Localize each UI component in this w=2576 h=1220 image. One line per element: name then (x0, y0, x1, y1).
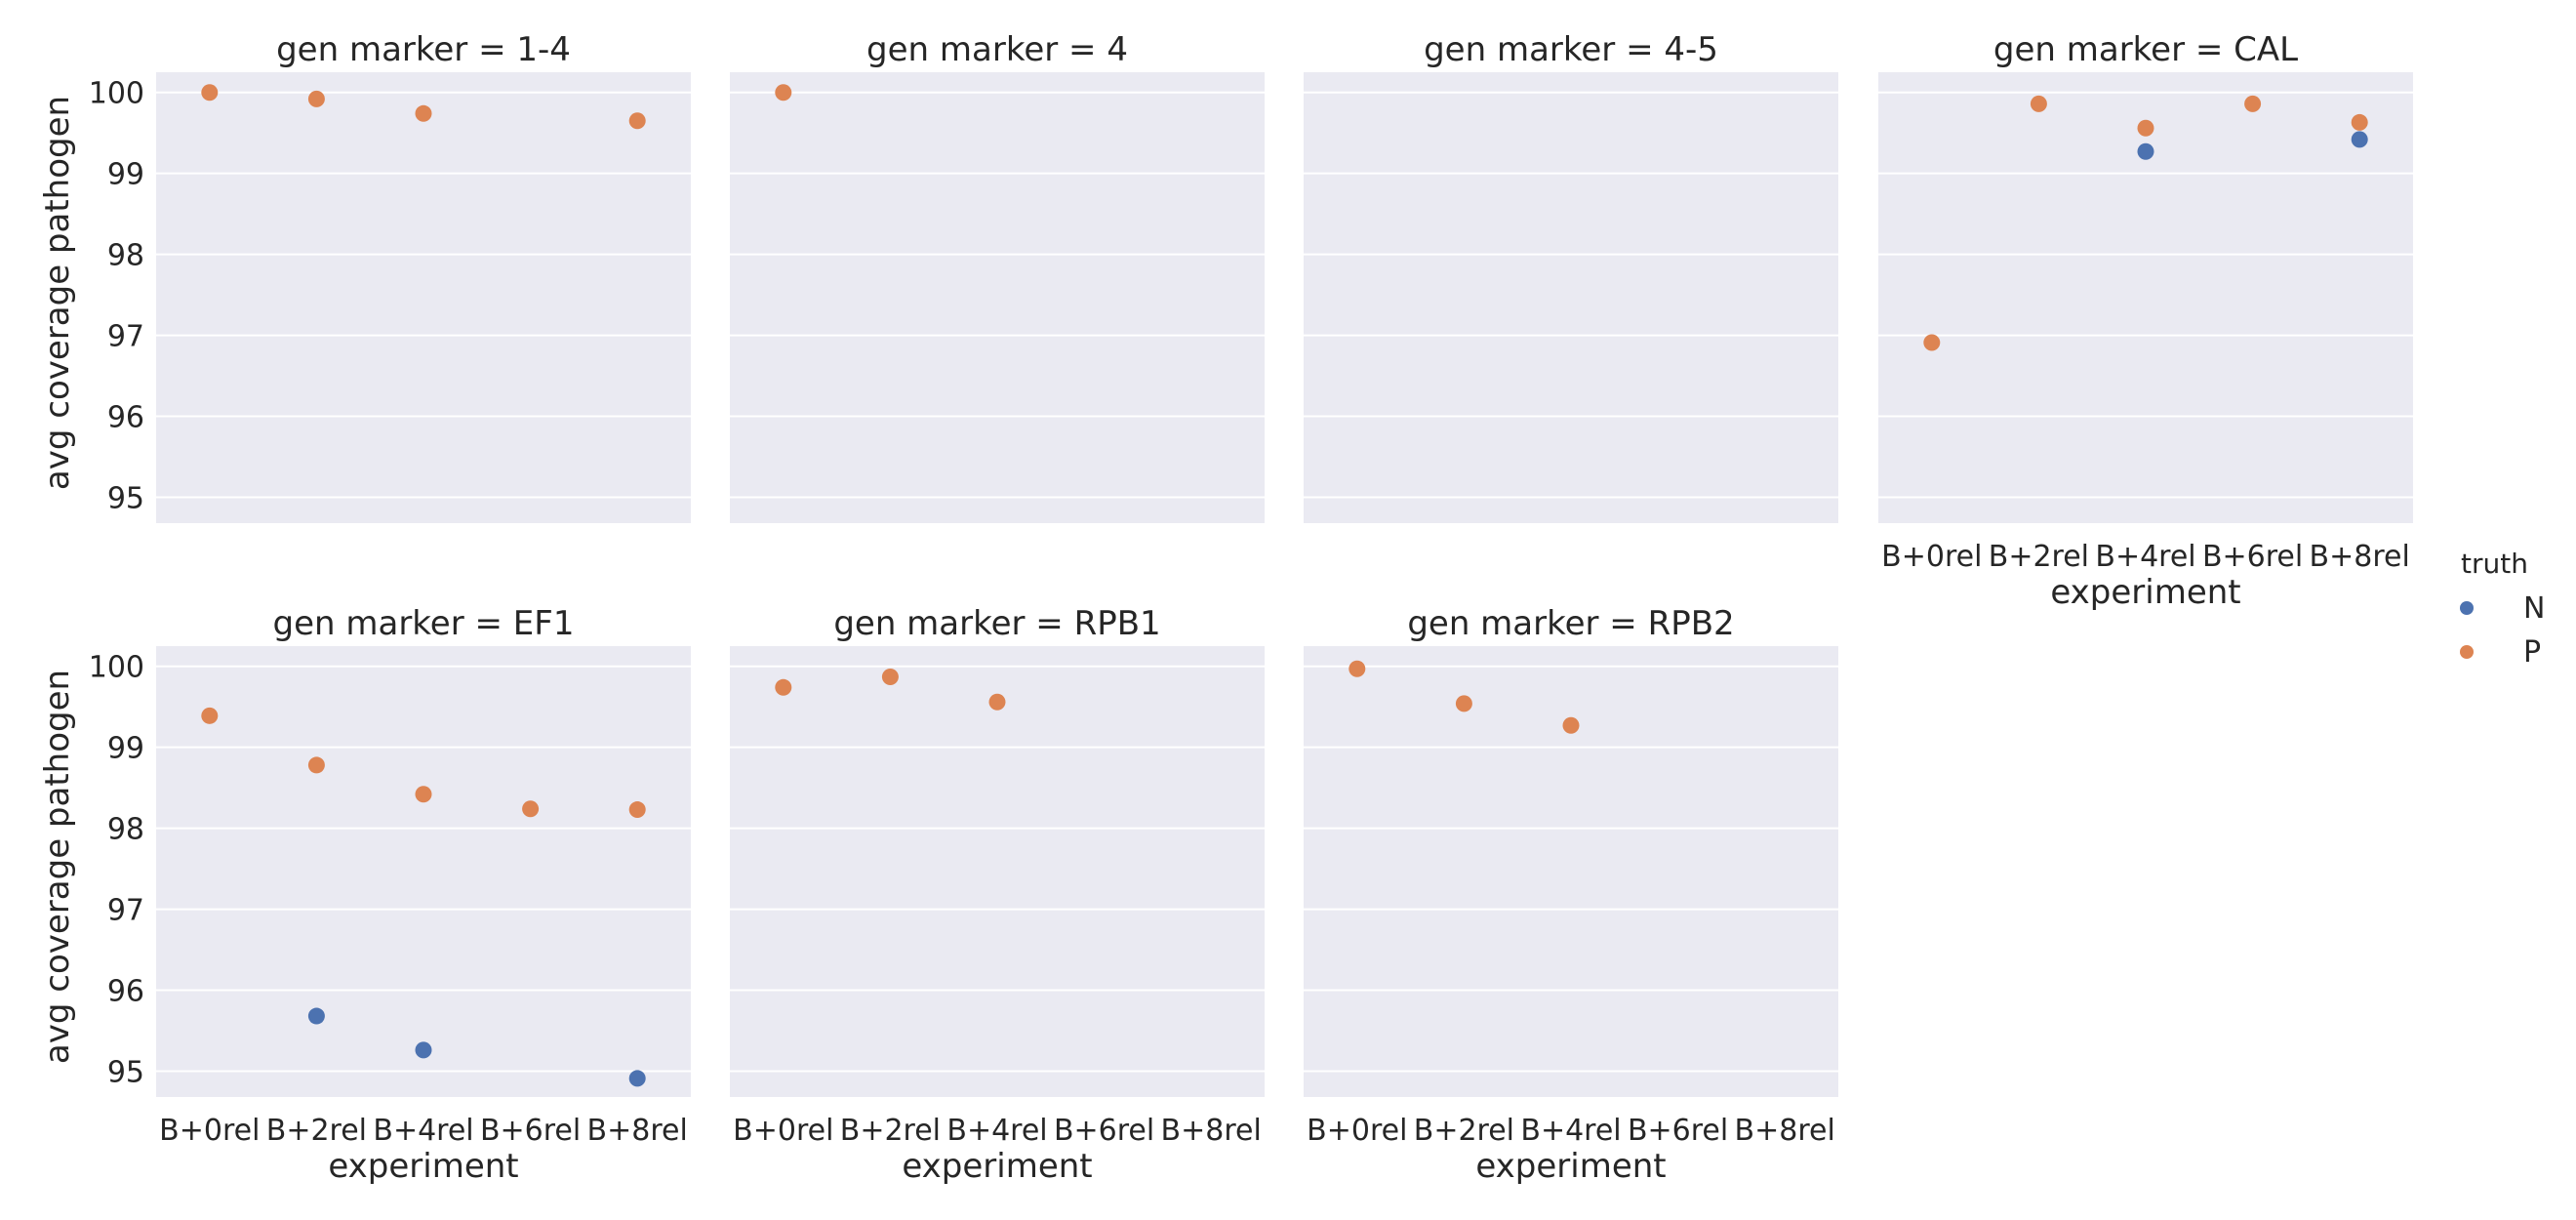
panel-background (156, 646, 691, 1097)
data-point-p (1562, 716, 1580, 734)
data-point-p (775, 84, 792, 102)
y-tick-label: 98 (107, 239, 144, 273)
data-point-n (2351, 131, 2368, 148)
data-point-p (307, 90, 325, 107)
y-tick-label: 96 (107, 401, 144, 435)
x-tick-label: B+4rel (373, 1114, 473, 1148)
data-point-p (775, 678, 792, 696)
data-point-p (201, 84, 219, 102)
data-point-p (628, 112, 646, 130)
legend-marker-p (2460, 645, 2474, 659)
panel-title: gen marker = 4 (866, 30, 1128, 69)
data-point-p (1348, 660, 1366, 677)
y-tick-label: 100 (89, 651, 144, 685)
facet-panel: gen marker = 4-5 (1304, 30, 1838, 523)
x-axis-label: experiment (902, 1147, 1092, 1186)
data-point-p (2030, 95, 2047, 112)
x-tick-label: B+8rel (1161, 1114, 1262, 1148)
x-tick-label: B+8rel (587, 1114, 688, 1148)
facet-panels: gen marker = 1-4 95 96 97 98 99 100 avg coverag… (38, 30, 2413, 1186)
data-point-p (1923, 334, 1941, 351)
legend-title: truth (2461, 548, 2528, 580)
data-point-p (2244, 95, 2262, 112)
x-tick-label: B+2rel (1989, 540, 2089, 574)
facet-panel: gen marker = CAL B+0rel B+2rel B+4rel B+6rel… (1878, 30, 2413, 612)
panel-title: gen marker = 1-4 (276, 30, 571, 69)
data-point-p (307, 756, 325, 774)
x-tick-label: B+6rel (2202, 540, 2303, 574)
x-tick-label: B+0rel (733, 1114, 833, 1148)
panel-title: gen marker = CAL (1993, 30, 2298, 69)
x-tick-label: B+2rel (266, 1114, 367, 1148)
y-tick-label: 99 (107, 158, 144, 192)
y-tick-label: 95 (107, 1055, 144, 1089)
legend-marker-n (2460, 601, 2474, 615)
panel-title: gen marker = 4-5 (1424, 30, 1718, 69)
x-axis-label: experiment (2050, 573, 2240, 612)
legend-label-n: N (2523, 591, 2545, 626)
panel-background (1304, 72, 1838, 523)
facet-panel: gen marker = RPB1 B+0rel B+2rel B+4rel B+6re… (730, 604, 1265, 1186)
x-tick-label: B+0rel (159, 1114, 260, 1148)
x-tick-label: B+0rel (1307, 1114, 1407, 1148)
data-point-p (628, 801, 646, 819)
x-tick-label: B+6rel (480, 1114, 581, 1148)
x-tick-label: B+8rel (1735, 1114, 1835, 1148)
panel-background (730, 646, 1265, 1097)
data-point-p (988, 693, 1006, 711)
data-point-p (881, 669, 899, 686)
facet-panel: gen marker = EF1 95 96 97 98 99 100 avg coverag… (38, 604, 691, 1186)
facet-panel: gen marker = RPB2 B+0rel B+2rel B+4rel B+6re… (1304, 604, 1838, 1186)
data-point-p (415, 104, 432, 122)
data-point-p (201, 707, 219, 724)
data-point-n (628, 1070, 646, 1087)
y-tick-label: 99 (107, 732, 144, 766)
y-tick-label: 97 (107, 894, 144, 928)
data-point-n (415, 1041, 432, 1059)
data-point-p (415, 786, 432, 803)
panel-title: gen marker = EF1 (273, 604, 575, 643)
x-axis-label: experiment (1475, 1147, 1666, 1186)
data-point-p (2137, 119, 2154, 137)
panel-background (156, 72, 691, 523)
legend: truth N P (2460, 548, 2545, 670)
x-tick-label: B+0rel (1881, 540, 1982, 574)
facet-panel: gen marker = 4 (730, 30, 1265, 523)
data-point-p (522, 800, 540, 818)
panel-title: gen marker = RPB2 (1407, 604, 1734, 643)
x-tick-label: B+6rel (1628, 1114, 1728, 1148)
data-point-n (307, 1007, 325, 1025)
x-tick-label: B+2rel (1414, 1114, 1514, 1148)
y-tick-label: 97 (107, 320, 144, 354)
panel-background (1304, 646, 1838, 1097)
facet-panel: gen marker = 1-4 95 96 97 98 99 100 avg coverag… (38, 30, 691, 523)
data-point-p (1455, 695, 1472, 712)
y-axis-label: avg coverage pathogen (38, 96, 77, 490)
y-tick-label: 95 (107, 481, 144, 515)
y-tick-label: 98 (107, 813, 144, 847)
x-axis-label: experiment (328, 1147, 518, 1186)
legend-label-p: P (2523, 635, 2541, 670)
x-tick-label: B+6rel (1054, 1114, 1154, 1148)
y-tick-label: 96 (107, 975, 144, 1009)
panel-background (730, 72, 1265, 523)
x-tick-label: B+2rel (840, 1114, 941, 1148)
x-tick-label: B+4rel (1520, 1114, 1621, 1148)
y-axis-label: avg coverage pathogen (38, 670, 77, 1064)
panel-background (1878, 72, 2413, 523)
data-point-n (2137, 142, 2154, 160)
x-tick-label: B+8rel (2310, 540, 2410, 574)
y-tick-label: 100 (89, 77, 144, 111)
data-point-p (2351, 113, 2368, 131)
panel-title: gen marker = RPB1 (833, 604, 1160, 643)
x-tick-label: B+4rel (946, 1114, 1047, 1148)
x-tick-label: B+4rel (2095, 540, 2195, 574)
